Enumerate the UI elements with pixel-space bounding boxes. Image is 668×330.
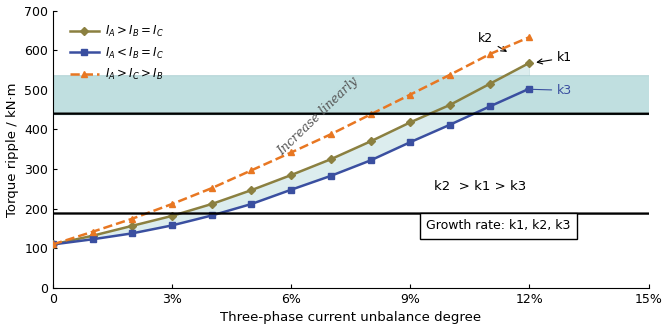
$I_A$$<$$I_B$$=$$I_C$ [446,123,454,127]
$I_A$$>$$I_B$$=$$I_C$ [287,173,295,177]
$I_A$$>$$I_C$$>$$I_B$ [128,217,136,221]
$I_A$$>$$I_B$$=$$I_C$ [406,120,414,124]
Line: $I_A$$<$$I_B$$=$$I_C$: $I_A$$<$$I_B$$=$$I_C$ [50,85,532,248]
Line: $I_A$$>$$I_C$$>$$I_B$: $I_A$$>$$I_C$$>$$I_B$ [49,34,533,248]
$I_A$$<$$I_B$$=$$I_C$ [247,202,255,206]
Text: k3: k3 [526,84,572,97]
$I_A$$<$$I_B$$=$$I_C$ [49,243,57,247]
$I_A$$>$$I_B$$=$$I_C$ [168,214,176,218]
Text: k2: k2 [478,32,506,51]
$I_A$$>$$I_B$$=$$I_C$ [89,234,97,238]
$I_A$$<$$I_B$$=$$I_C$ [168,223,176,227]
$I_A$$>$$I_B$$=$$I_C$ [526,61,534,65]
$I_A$$>$$I_C$$>$$I_B$ [486,52,494,56]
$I_A$$<$$I_B$$=$$I_C$ [287,188,295,192]
Legend: $I_A$$>$$I_B$$=$$I_C$, $I_A$$<$$I_B$$=$$I_C$, $I_A$$>$$I_C$$>$$I_B$: $I_A$$>$$I_B$$=$$I_C$, $I_A$$<$$I_B$$=$$… [65,19,168,87]
$I_A$$<$$I_B$$=$$I_C$ [208,214,216,217]
$I_A$$<$$I_B$$=$$I_C$ [89,237,97,241]
$I_A$$>$$I_B$$=$$I_C$ [208,202,216,206]
Polygon shape [53,63,530,245]
$I_A$$<$$I_B$$=$$I_C$ [327,174,335,178]
$I_A$$>$$I_C$$>$$I_B$ [406,93,414,97]
$I_A$$<$$I_B$$=$$I_C$ [526,87,534,91]
$I_A$$<$$I_B$$=$$I_C$ [486,105,494,109]
FancyArrow shape [0,76,668,115]
$I_A$$>$$I_C$$>$$I_B$ [247,168,255,172]
$I_A$$>$$I_C$$>$$I_B$ [367,113,375,116]
$I_A$$>$$I_C$$>$$I_B$ [327,132,335,136]
$I_A$$>$$I_B$$=$$I_C$ [327,157,335,161]
$I_A$$>$$I_C$$>$$I_B$ [287,150,295,154]
$I_A$$>$$I_B$$=$$I_C$ [247,188,255,192]
$I_A$$>$$I_C$$>$$I_B$ [208,186,216,190]
$I_A$$>$$I_C$$>$$I_B$ [89,230,97,234]
$I_A$$>$$I_B$$=$$I_C$ [486,82,494,86]
Line: $I_A$$>$$I_B$$=$$I_C$: $I_A$$>$$I_B$$=$$I_C$ [50,60,532,247]
Text: Increase linearly: Increase linearly [275,75,361,158]
$I_A$$>$$I_C$$>$$I_B$ [446,73,454,77]
$I_A$$>$$I_C$$>$$I_B$ [526,35,534,39]
$I_A$$>$$I_C$$>$$I_B$ [168,202,176,206]
X-axis label: Three-phase current unbalance degree: Three-phase current unbalance degree [220,312,482,324]
Text: Growth rate: k1, k2, k3: Growth rate: k1, k2, k3 [426,219,570,232]
Y-axis label: Torque ripple / kN·m: Torque ripple / kN·m [5,82,19,216]
$I_A$$>$$I_B$$=$$I_C$ [446,103,454,107]
$I_A$$>$$I_B$$=$$I_C$ [49,243,57,247]
$I_A$$<$$I_B$$=$$I_C$ [367,158,375,162]
Text: k2  > k1 > k3: k2 > k1 > k3 [434,180,526,193]
$I_A$$<$$I_B$$=$$I_C$ [406,140,414,144]
$I_A$$>$$I_B$$=$$I_C$ [367,139,375,143]
$I_A$$<$$I_B$$=$$I_C$ [128,231,136,235]
Text: k1: k1 [537,51,572,64]
$I_A$$>$$I_B$$=$$I_C$ [128,224,136,228]
$I_A$$>$$I_C$$>$$I_B$ [49,243,57,247]
